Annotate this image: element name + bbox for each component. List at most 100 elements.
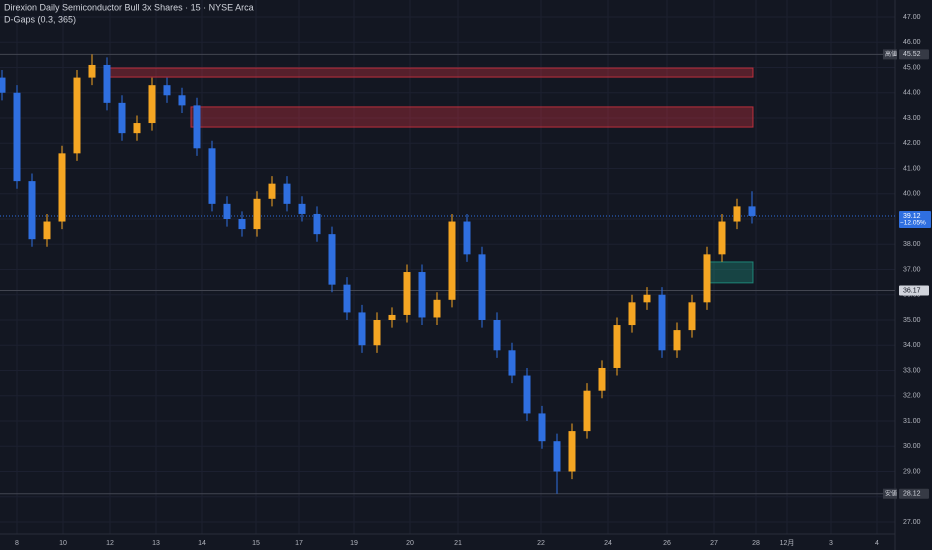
x-tick-label: 10: [59, 540, 67, 547]
candle-body: [553, 441, 561, 472]
low-tag-box: [883, 488, 897, 499]
candle-body: [223, 203, 231, 219]
y-tick-label: 32.00: [903, 393, 921, 400]
x-tick-label: 20: [406, 540, 414, 547]
x-tick-label: 8: [15, 540, 19, 547]
last-price-change: −12.05%: [900, 220, 926, 227]
candle-body: [73, 77, 81, 154]
x-tick-label: 12月: [780, 539, 795, 547]
candle-body: [688, 302, 696, 331]
y-tick-label: 44.00: [903, 90, 921, 97]
y-tick-label: 41.00: [903, 165, 921, 172]
y-tick-label: 31.00: [903, 418, 921, 425]
y-tick-label: 34.00: [903, 342, 921, 349]
y-tick-label: 30.00: [903, 443, 921, 450]
last-price-box: [899, 210, 931, 228]
level-value: 36.17: [903, 287, 921, 294]
x-tick-label: 19: [350, 540, 358, 547]
x-tick-label: 22: [537, 540, 545, 547]
candle-body: [403, 272, 411, 315]
y-tick-label: 37.00: [903, 266, 921, 273]
high-box: [899, 49, 929, 60]
candle-body: [568, 431, 576, 472]
candle-body: [208, 148, 216, 204]
candle-body: [313, 213, 321, 235]
candle-body: [478, 254, 486, 320]
candle-body: [613, 325, 621, 368]
y-tick-label: 27.00: [903, 519, 921, 526]
candle-body: [643, 294, 651, 303]
y-tick-label: 47.00: [903, 14, 921, 21]
gap-zone: [704, 261, 754, 284]
x-tick-label: 24: [604, 540, 612, 547]
candle-body: [0, 77, 6, 93]
candle-body: [673, 330, 681, 351]
chart-title: Direxion Daily Semiconductor Bull 3x Sha…: [4, 2, 254, 12]
candle-body: [148, 85, 156, 124]
candle-body: [88, 64, 96, 78]
x-tick-label: 26: [663, 540, 671, 547]
candle-body: [388, 314, 396, 320]
x-tick-label: 12: [106, 540, 114, 547]
candle-body: [133, 123, 141, 134]
candle-body: [283, 183, 291, 204]
candle-body: [268, 183, 276, 199]
candle-body: [493, 320, 501, 351]
x-tick-label: 3: [829, 540, 833, 547]
candle-body: [508, 350, 516, 376]
candle-body: [238, 219, 246, 230]
low-value: 28.12: [903, 491, 921, 498]
grid: [0, 0, 895, 534]
y-tick-label: 33.00: [903, 367, 921, 374]
candle-body: [298, 203, 306, 214]
x-tick-label: 13: [152, 540, 160, 547]
candle-body: [193, 105, 201, 149]
high-tag-box: [883, 49, 897, 60]
y-tick-label: 46.00: [903, 39, 921, 46]
candle-body: [163, 85, 171, 96]
high-tag: 高値: [885, 50, 897, 58]
candle-body: [658, 294, 666, 351]
x-tick-label: 15: [252, 540, 260, 547]
y-tick-label: 43.00: [903, 115, 921, 122]
candle-body: [178, 95, 186, 106]
x-tick-label: 17: [295, 540, 303, 547]
low-tag: 安値: [885, 489, 897, 497]
y-tick-label: 29.00: [903, 468, 921, 475]
candle-body: [418, 272, 426, 318]
candle-body: [538, 413, 546, 442]
level-box: [899, 285, 929, 296]
y-tick-label: 40.00: [903, 191, 921, 198]
candle-body: [328, 234, 336, 285]
last-price-value: 39.12: [903, 213, 921, 220]
candle-body: [373, 320, 381, 346]
high-value: 45.52: [903, 51, 921, 58]
x-tick-label: 27: [710, 540, 718, 547]
candle-body: [628, 302, 636, 326]
candle-body: [463, 221, 471, 255]
indicator-label: D-Gaps (0.3, 365): [4, 14, 76, 24]
candle-body: [103, 64, 111, 103]
x-tick-label: 28: [752, 540, 760, 547]
candle-body: [253, 198, 261, 230]
candle-body: [13, 92, 21, 182]
candle-body: [733, 206, 741, 222]
gap-zone: [190, 106, 754, 128]
y-tick-label: 38.00: [903, 241, 921, 248]
candle-body: [118, 102, 126, 134]
x-tick-label: 14: [198, 540, 206, 547]
y-tick-label: 42.00: [903, 140, 921, 147]
candle-body: [583, 390, 591, 432]
candle-body: [748, 206, 756, 216]
candle-body: [718, 221, 726, 255]
y-tick-label: 45.00: [903, 64, 921, 71]
low-box: [899, 488, 929, 499]
candle-body: [358, 312, 366, 346]
candle-body: [58, 153, 66, 222]
x-tick-label: 21: [454, 540, 462, 547]
candle-body: [43, 221, 51, 240]
candle-body: [448, 221, 456, 300]
candle-body: [433, 299, 441, 318]
